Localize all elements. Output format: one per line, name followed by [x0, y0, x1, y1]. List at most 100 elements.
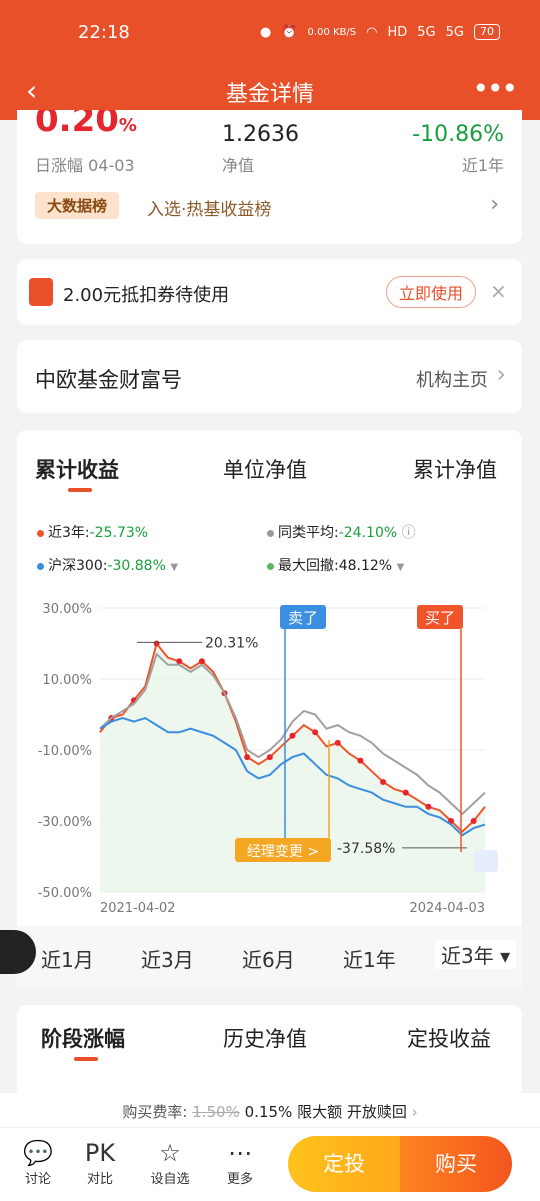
coupon-card: 2.00元抵扣券待使用 立即使用 ×: [17, 259, 522, 325]
red-envelope-icon: [29, 278, 53, 306]
trade-point: [380, 778, 387, 785]
sell-marker-label: 卖了: [288, 609, 318, 627]
tab-history-nav[interactable]: 历史净值: [223, 1027, 307, 1051]
period-selector: 近1月 近3月 近6月 近1年 近3年 ▾: [17, 926, 522, 990]
tab-cumulative-nav[interactable]: 累计净值: [413, 458, 497, 482]
robot-assistant-icon[interactable]: [0, 930, 36, 974]
org-name: 中欧基金财富号: [35, 368, 182, 392]
buy-button[interactable]: 购买: [400, 1136, 512, 1192]
more-icon[interactable]: •••: [472, 72, 518, 105]
fee-new: 0.15%: [244, 1103, 293, 1121]
y-tick-label: 10.00%: [42, 673, 92, 688]
info-icon[interactable]: ⓘ: [401, 525, 416, 541]
period-2[interactable]: 近6月: [242, 948, 295, 972]
bottom-bar: 💬 讨论 PK 对比 ☆ 设自选 ⋯ 更多 定投 购买: [0, 1127, 540, 1201]
page-title: 基金详情: [225, 82, 314, 107]
expand-icon: [474, 850, 498, 872]
period-3[interactable]: 近1年: [343, 948, 396, 972]
caret-down-icon: ▼: [170, 562, 179, 573]
trade-point: [289, 732, 296, 739]
legend-max-drawdown[interactable]: 最大回撤:48.12% ▼: [267, 555, 404, 575]
compare-button[interactable]: PK 对比: [70, 1138, 130, 1187]
trade-point: [176, 658, 183, 665]
star-icon: ☆: [159, 1139, 181, 1167]
auto-invest-button[interactable]: 定投: [288, 1136, 400, 1192]
org-card[interactable]: 中欧基金财富号 机构主页 ›: [17, 340, 522, 413]
wifi-icon: ◠: [366, 24, 378, 40]
buy-marker-label: 买了: [425, 609, 455, 627]
watchlist-button[interactable]: ☆ 设自选: [140, 1138, 200, 1187]
year-label: 近1年: [461, 156, 504, 175]
period-4[interactable]: 近3年 ▾: [435, 940, 517, 969]
nav-value: 1.2636: [222, 122, 299, 147]
trade-point: [334, 739, 341, 746]
manager-change-label: 经理变更 >: [247, 844, 319, 860]
back-icon[interactable]: ‹: [26, 74, 38, 107]
status-time: 22:18: [78, 22, 130, 43]
close-icon[interactable]: ×: [490, 279, 507, 303]
rank-row[interactable]: 大数据榜 入选·热基收益榜 ›: [35, 192, 521, 222]
fee-bar[interactable]: 购买费率: 1.50% 0.15% 限大额 开放赎回 ›: [0, 1093, 540, 1127]
y-tick-label: -50.00%: [38, 886, 92, 901]
buy-marker-bg: [417, 605, 463, 629]
series-area: [100, 643, 485, 892]
signal-5g-1: 5G: [417, 24, 436, 40]
legend-peer-average: 同类平均:-24.10% ⓘ: [267, 522, 416, 542]
use-coupon-button[interactable]: 立即使用: [386, 276, 477, 308]
series-line-1: [99, 652, 486, 816]
status-bar: 22:18 ● ⏰ 0.00 KB/S ◠ HD 5G 5G 70: [0, 0, 540, 64]
more-button[interactable]: ⋯ 更多: [210, 1138, 270, 1187]
battery-icon: 70: [474, 24, 500, 40]
trade-point: [198, 658, 205, 665]
x-tick-end: 2024-04-03: [409, 901, 485, 916]
tab-auto-invest-return[interactable]: 定投收益: [407, 1027, 491, 1051]
daily-label: 日涨幅 04-03: [35, 156, 135, 175]
return-chart[interactable]: 30.00% 10.00% -10.00% -30.00% -50.00% 2021-04…: [17, 590, 522, 920]
coupon-text: 2.00元抵扣券待使用: [63, 285, 230, 306]
trade-point: [153, 640, 160, 647]
net-speed: 0.00 KB/S: [307, 26, 357, 38]
trade-point: [312, 729, 319, 736]
discuss-button[interactable]: 💬 讨论: [8, 1138, 68, 1187]
hd-badge: HD: [387, 24, 408, 40]
trade-point: [470, 818, 477, 824]
trade-point: [266, 754, 273, 761]
trade-point: [244, 754, 251, 761]
summary-card: 0.20% 日涨幅 04-03 1.2636 净值 -10.86% 近1年 大数…: [17, 110, 522, 244]
tab-stage-return[interactable]: 阶段涨幅: [41, 1027, 125, 1051]
trade-point: [402, 789, 409, 796]
daily-change: 0.20: [35, 110, 119, 140]
y-tick-label: -10.00%: [38, 744, 92, 759]
chart-card: 累计收益 单位净值 累计净值 近3年:-25.73% 同类平均:-24.10% …: [17, 430, 522, 990]
drop-icon: ●: [260, 24, 272, 40]
trade-point: [357, 757, 364, 764]
nav-label: 净值: [222, 156, 255, 175]
caret-down-icon: ▼: [396, 562, 405, 573]
fee-extra: 限大额 开放赎回: [297, 1103, 407, 1121]
fee-label: 购买费率:: [122, 1103, 188, 1121]
legend-3y: 近3年:-25.73%: [37, 522, 148, 542]
period-1[interactable]: 近3月: [141, 948, 194, 972]
year-change: -10.86%: [412, 122, 504, 147]
tab-cumulative-return[interactable]: 累计收益: [35, 458, 119, 482]
chat-icon: 💬: [23, 1139, 53, 1167]
period-0[interactable]: 近1月: [41, 948, 94, 972]
manager-change-bg: [235, 838, 331, 862]
x-tick-start: 2021-04-02: [100, 901, 176, 916]
tab-indicator: [74, 1057, 98, 1061]
chevron-right-icon: ›: [496, 360, 506, 388]
pk-icon: PK: [84, 1139, 116, 1167]
peak-label: 20.31%: [205, 635, 258, 651]
tab-unit-nav[interactable]: 单位净值: [223, 458, 307, 482]
tab-indicator: [68, 488, 92, 492]
sell-marker-bg: [280, 605, 326, 629]
org-home-link[interactable]: 机构主页: [416, 370, 488, 391]
signal-5g-2: 5G: [445, 24, 464, 40]
series-line-2: [99, 716, 486, 837]
chevron-right-icon: ›: [411, 1103, 418, 1121]
more-dots-icon: ⋯: [228, 1139, 252, 1167]
rank-text: 入选·热基收益榜: [147, 200, 272, 220]
legend-hs300[interactable]: 沪深300:-30.88% ▼: [37, 555, 178, 575]
trough-label: -37.58%: [337, 841, 395, 857]
rank-badge: 大数据榜: [35, 192, 120, 219]
